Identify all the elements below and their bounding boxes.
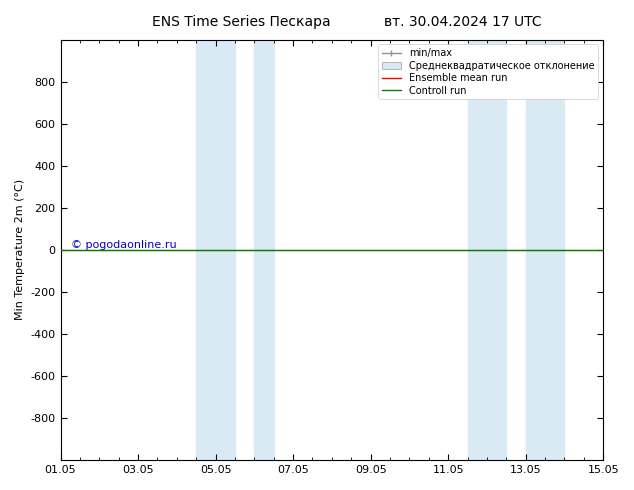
Bar: [467, 40, 507, 460]
Legend: min/max, Среднеквадратическое отклонение, Ensemble mean run, Controll run: min/max, Среднеквадратическое отклонение…: [378, 45, 598, 99]
Text: вт. 30.04.2024 17 UTC: вт. 30.04.2024 17 UTC: [384, 15, 541, 29]
Bar: [526, 40, 564, 460]
Bar: [196, 40, 235, 460]
Text: ENS Time Series Пескара: ENS Time Series Пескара: [152, 15, 330, 29]
Bar: [254, 40, 274, 460]
Y-axis label: Min Temperature 2m (°C): Min Temperature 2m (°C): [15, 179, 25, 320]
Text: © pogodaonline.ru: © pogodaonline.ru: [72, 240, 177, 250]
